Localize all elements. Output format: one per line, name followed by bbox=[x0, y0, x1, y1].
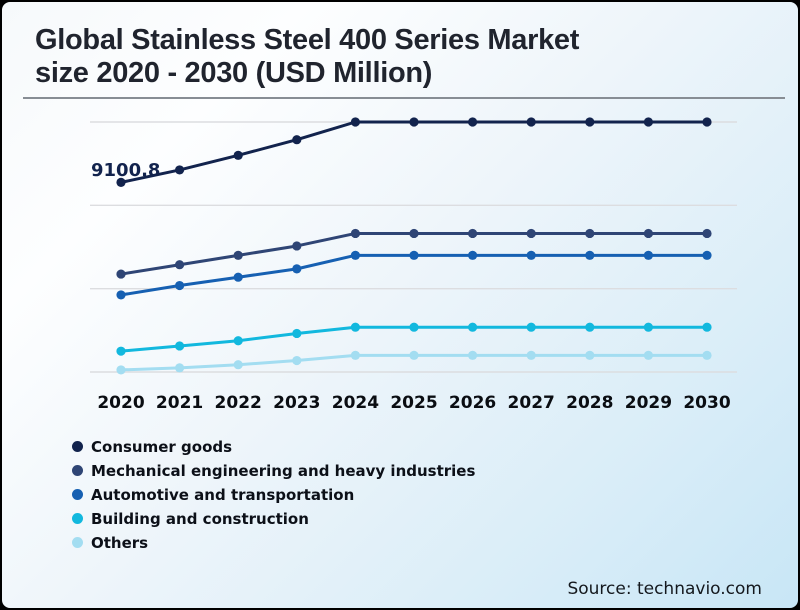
data-point-consumer-goods-2021 bbox=[175, 165, 185, 175]
data-point-others-2030 bbox=[702, 350, 712, 360]
legend-item-mechanical-engineering: Mechanical engineering and heavy industr… bbox=[72, 461, 476, 480]
legend-item-automotive-transportation: Automotive and transportation bbox=[72, 485, 475, 504]
data-point-consumer-goods-2030 bbox=[702, 117, 712, 127]
legend-dot-icon bbox=[72, 441, 83, 452]
legend-dot-icon bbox=[72, 537, 83, 548]
data-point-mechanical-engineering-and-heavy-industries-2025 bbox=[409, 228, 419, 239]
data-point-mechanical-engineering-and-heavy-industries-2029 bbox=[643, 228, 654, 239]
data-point-mechanical-engineering-and-heavy-industries-2021 bbox=[175, 260, 185, 270]
x-tick-label: 2022 bbox=[215, 393, 262, 413]
legend-dot-icon bbox=[72, 465, 83, 476]
data-point-label: 9100.8 bbox=[91, 160, 161, 181]
data-point-automotive-and-transportation-2030 bbox=[702, 250, 712, 260]
legend-item-building-construction: Building and construction bbox=[72, 509, 475, 528]
page-title-line1: Global Stainless Steel 400 Series Market bbox=[35, 24, 580, 56]
data-point-building-and-construction-2021 bbox=[175, 341, 185, 351]
legend-item-others: Others bbox=[72, 533, 475, 552]
data-point-mechanical-engineering-and-heavy-industries-2030 bbox=[702, 228, 712, 239]
x-tick-label: 2030 bbox=[683, 393, 730, 413]
data-point-consumer-goods-2029 bbox=[643, 117, 654, 127]
data-point-others-2026 bbox=[468, 350, 478, 360]
series-line-consumer-goods bbox=[120, 120, 707, 184]
data-point-others-2027 bbox=[526, 350, 536, 360]
data-point-automotive-and-transportation-2024 bbox=[350, 250, 360, 260]
data-point-others-2025 bbox=[409, 350, 419, 360]
data-point-others-2020 bbox=[116, 365, 126, 375]
data-point-consumer-goods-2022 bbox=[233, 150, 243, 160]
data-point-automotive-and-transportation-2023 bbox=[292, 264, 302, 274]
data-point-building-and-construction-2030 bbox=[702, 322, 712, 332]
data-point-building-and-construction-2029 bbox=[643, 322, 654, 332]
data-point-building-and-construction-2028 bbox=[585, 322, 595, 332]
data-point-others-2021 bbox=[175, 363, 185, 373]
legend-label: Mechanical engineering and heavy industr… bbox=[91, 461, 476, 480]
data-point-automotive-and-transportation-2021 bbox=[175, 280, 185, 291]
data-point-consumer-goods-2026 bbox=[468, 117, 478, 127]
legend-label: Building and construction bbox=[91, 509, 309, 528]
data-point-building-and-construction-2027 bbox=[526, 322, 536, 332]
data-point-others-2024 bbox=[350, 350, 360, 360]
title-divider bbox=[23, 97, 785, 99]
data-point-mechanical-engineering-and-heavy-industries-2026 bbox=[468, 228, 478, 239]
data-point-consumer-goods-2024 bbox=[350, 117, 360, 127]
data-point-building-and-construction-2020 bbox=[116, 346, 126, 356]
data-point-consumer-goods-2023 bbox=[292, 135, 302, 145]
data-point-mechanical-engineering-and-heavy-industries-2020 bbox=[116, 269, 126, 279]
data-point-automotive-and-transportation-2028 bbox=[585, 250, 595, 260]
x-tick-label: 2024 bbox=[332, 393, 379, 413]
data-point-consumer-goods-2020 bbox=[116, 177, 126, 187]
x-tick-label: 2020 bbox=[97, 393, 144, 413]
x-tick-label: 2029 bbox=[625, 393, 672, 413]
data-point-consumer-goods-2025 bbox=[409, 117, 419, 127]
source-attribution: Source: technavio.com bbox=[567, 579, 762, 599]
x-tick-label: 2021 bbox=[156, 393, 203, 413]
data-point-others-2023 bbox=[292, 355, 302, 366]
data-point-building-and-construction-2023 bbox=[292, 328, 302, 339]
page-title-line2: size 2020 - 2030 (USD Million) bbox=[35, 57, 433, 89]
x-tick-label: 2026 bbox=[449, 393, 496, 413]
data-point-consumer-goods-2027 bbox=[526, 117, 536, 127]
page-title: Global Stainless Steel 400 Series Market… bbox=[35, 24, 579, 90]
data-point-building-and-construction-2022 bbox=[233, 336, 243, 346]
data-point-mechanical-engineering-and-heavy-industries-2024 bbox=[350, 228, 360, 239]
data-point-building-and-construction-2024 bbox=[350, 322, 360, 332]
legend-label: Automotive and transportation bbox=[91, 485, 355, 504]
data-point-mechanical-engineering-and-heavy-industries-2028 bbox=[585, 228, 595, 239]
data-point-building-and-construction-2026 bbox=[468, 322, 478, 332]
data-point-automotive-and-transportation-2029 bbox=[643, 250, 654, 260]
x-tick-label: 2027 bbox=[508, 393, 555, 413]
legend: Consumer goods Mechanical engineering an… bbox=[72, 437, 476, 552]
data-point-automotive-and-transportation-2022 bbox=[233, 272, 243, 282]
data-point-others-2022 bbox=[233, 360, 243, 370]
legend-label: Consumer goods bbox=[91, 437, 233, 456]
data-point-others-2029 bbox=[643, 350, 654, 360]
data-point-consumer-goods-2028 bbox=[585, 117, 595, 127]
legend-label: Others bbox=[91, 533, 149, 552]
data-point-mechanical-engineering-and-heavy-industries-2027 bbox=[526, 228, 536, 239]
data-point-automotive-and-transportation-2027 bbox=[526, 250, 536, 260]
data-point-mechanical-engineering-and-heavy-industries-2022 bbox=[233, 250, 243, 260]
legend-item-consumer-goods: Consumer goods bbox=[72, 437, 475, 456]
x-tick-label: 2028 bbox=[566, 393, 613, 413]
legend-dot-icon bbox=[72, 513, 83, 524]
legend-dot-icon bbox=[72, 489, 83, 500]
data-point-automotive-and-transportation-2020 bbox=[116, 290, 126, 300]
data-point-automotive-and-transportation-2026 bbox=[468, 250, 478, 260]
data-point-others-2028 bbox=[585, 350, 595, 360]
x-tick-label: 2025 bbox=[390, 393, 437, 413]
data-point-automotive-and-transportation-2025 bbox=[409, 250, 419, 260]
data-point-mechanical-engineering-and-heavy-industries-2023 bbox=[292, 241, 302, 251]
data-point-building-and-construction-2025 bbox=[409, 322, 419, 332]
x-tick-label: 2023 bbox=[273, 393, 320, 413]
